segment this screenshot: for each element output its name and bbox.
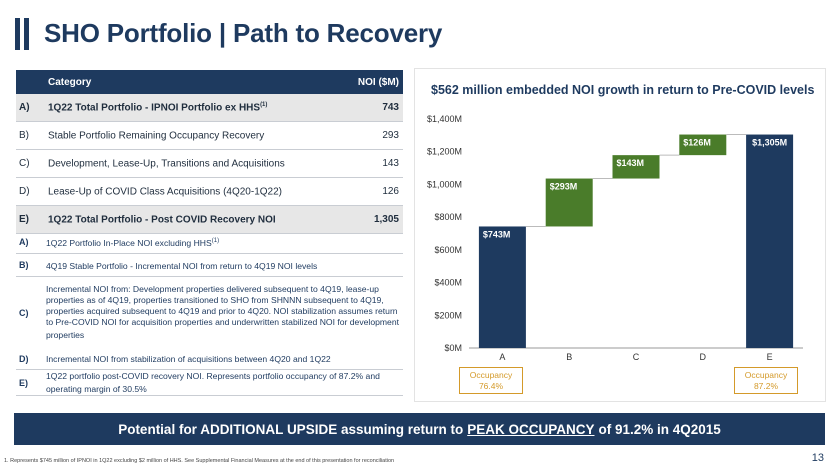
table-row: D) Lease-Up of COVID Class Acquisitions (…: [16, 178, 403, 206]
occupancy-right-box: Occupancy 87.2%: [734, 367, 798, 394]
x-tick-label: B: [566, 352, 572, 362]
row-noi-value: 743: [382, 102, 399, 113]
table-row: C) Development, Lease-Up, Transitions and…: [16, 150, 403, 178]
note-key: A): [19, 237, 29, 247]
row-key: A): [19, 102, 30, 113]
column-header-category: Category: [48, 76, 92, 88]
table-row: B) Stable Portfolio Remaining Occupancy R…: [16, 122, 403, 150]
note-key: B): [19, 260, 29, 270]
waterfall-chart: $562 million embedded NOI growth in retu…: [414, 68, 826, 402]
row-noi-value: 126: [382, 186, 399, 197]
row-category: Lease-Up of COVID Class Acquisitions (4Q…: [46, 186, 333, 197]
bar-c: [612, 155, 660, 179]
row-key: B): [19, 130, 29, 141]
data-label: $743M: [483, 229, 511, 239]
x-tick-label: A: [499, 352, 505, 362]
row-category: 1Q22 Total Portfolio - Post COVID Recove…: [46, 214, 333, 225]
row-category: Development, Lease-Up, Transitions and A…: [46, 158, 333, 169]
y-tick-label: $0M: [444, 343, 462, 353]
data-label: $293M: [550, 182, 578, 192]
table-row: E) 1Q22 Total Portfolio - Post COVID Reco…: [16, 206, 403, 234]
row-noi-value: 1,305: [373, 214, 399, 225]
row-key: E): [19, 214, 29, 225]
note-text: Incremental NOI from: Development proper…: [46, 281, 403, 344]
x-tick-label: D: [700, 352, 707, 362]
row-noi-value: 143: [382, 158, 399, 169]
note-text: 4Q19 Stable Portfolio - Incremental NOI …: [46, 256, 403, 275]
bar-a: [478, 226, 526, 348]
note-text: 1Q22 portfolio post-COVID recovery NOI. …: [46, 368, 403, 398]
notes-list: A) 1Q22 Portfolio In-Place NOI excluding …: [16, 231, 403, 396]
data-label: $126M: [683, 138, 711, 148]
occupancy-right-label: Occupancy: [744, 370, 788, 380]
note-key: D): [19, 353, 29, 364]
bar-d: [679, 134, 727, 156]
row-key: C): [19, 158, 30, 169]
page-number: 13: [811, 452, 824, 464]
note-text-body: Incremental NOI from: Development proper…: [46, 284, 399, 340]
row-category-text: 1Q22 Total Portfolio - Post COVID Recove…: [48, 214, 276, 226]
row-category-text: Stable Portfolio Remaining Occupancy Rec…: [48, 130, 265, 142]
note-item: E) 1Q22 portfolio post-COVID recovery NOI…: [16, 370, 403, 396]
column-header-noi: NOI ($M): [357, 76, 399, 88]
y-tick-label: $1,400M: [427, 114, 462, 124]
occupancy-left-value: 76.4%: [478, 381, 504, 391]
note-text-body: 1Q22 Portfolio In-Place NOI excluding HH…: [46, 237, 212, 248]
x-tick-label: C: [633, 352, 640, 362]
occupancy-right-value: 87.2%: [753, 381, 779, 391]
row-category-text: 1Q22 Total Portfolio - IPNOI Portfolio e…: [48, 102, 261, 114]
data-label: $1,305M: [752, 138, 787, 148]
banner-text-pre: Potential for ADDITIONAL UPSIDE assuming…: [118, 421, 464, 437]
data-label: $143M: [617, 158, 645, 168]
banner-text-underlined: PEAK OCCUPANCY: [467, 421, 595, 437]
chart-title: $562 million embedded NOI growth in retu…: [431, 83, 815, 97]
row-footnote-mark: (1): [260, 101, 268, 108]
noi-table: Category NOI ($M) A) 1Q22 Total Portfolio…: [16, 70, 403, 234]
row-category: 1Q22 Total Portfolio - IPNOI Portfolio e…: [46, 102, 333, 113]
x-tick-label: E: [767, 352, 773, 362]
note-item: C) Incremental NOI from: Development prop…: [16, 277, 403, 348]
note-text: Incremental NOI from stabilization of ac…: [46, 349, 403, 368]
logo: [15, 18, 29, 50]
row-category-text: Development, Lease-Up, Transitions and A…: [48, 158, 285, 170]
chart-svg: $0M $200M $400M $600M $800M $1,000M $1,200M $1,…: [427, 114, 803, 362]
note-item: B) 4Q19 Stable Portfolio - Incremental NO…: [16, 254, 403, 277]
y-tick-label: $600M: [434, 245, 462, 255]
y-tick-label: $800M: [434, 212, 462, 222]
y-tick-label: $400M: [434, 278, 462, 288]
bar-e: [746, 134, 794, 348]
note-text: 1Q22 Portfolio In-Place NOI excluding HH…: [46, 233, 403, 252]
note-text-body: Incremental NOI from stabilization of ac…: [46, 353, 331, 364]
note-item: D) Incremental NOI from stabilization of …: [16, 348, 403, 370]
table-row: A) 1Q22 Total Portfolio - IPNOI Portfolio…: [16, 94, 403, 122]
page-title: SHO Portfolio | Path to Recovery: [44, 18, 443, 48]
note-key: C): [19, 307, 29, 318]
note-key: E): [19, 377, 28, 388]
row-key: D): [19, 186, 30, 197]
bar-b: [545, 178, 593, 227]
banner-text-post: of 91.2% in 4Q2015: [598, 421, 721, 437]
row-category-text: Lease-Up of COVID Class Acquisitions (4Q…: [48, 186, 282, 198]
note-item: A) 1Q22 Portfolio In-Place NOI excluding …: [16, 231, 403, 254]
note-footnote-mark: (1): [211, 237, 220, 244]
occupancy-left-label: Occupancy: [469, 370, 513, 380]
row-category: Stable Portfolio Remaining Occupancy Rec…: [46, 130, 333, 141]
footnote: 1. Represents $745 million of IPNOI in 1…: [4, 458, 395, 464]
y-tick-label: $1,200M: [427, 147, 462, 157]
y-tick-label: $200M: [434, 310, 462, 320]
note-text-body: 1Q22 portfolio post-COVID recovery NOI. …: [46, 370, 380, 394]
occupancy-left-box: Occupancy 76.4%: [459, 367, 523, 394]
note-text-body: 4Q19 Stable Portfolio - Incremental NOI …: [46, 260, 318, 271]
upside-banner: Potential for ADDITIONAL UPSIDE assuming…: [14, 413, 825, 445]
y-tick-label: $1,000M: [427, 179, 462, 189]
row-noi-value: 293: [382, 130, 399, 141]
table-header: Category NOI ($M): [16, 70, 403, 94]
